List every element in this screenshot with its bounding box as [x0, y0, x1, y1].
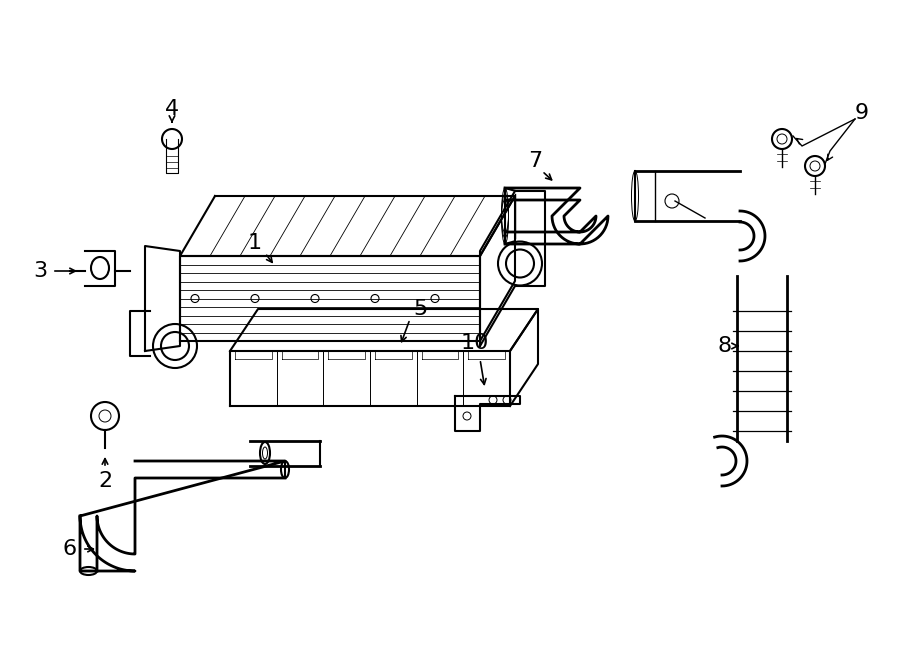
Text: 5: 5: [413, 299, 428, 319]
Text: 10: 10: [461, 333, 490, 353]
Text: 7: 7: [528, 151, 542, 171]
Text: 8: 8: [718, 336, 732, 356]
Text: 3: 3: [33, 261, 47, 281]
Text: 6: 6: [63, 539, 77, 559]
Text: 1: 1: [248, 233, 262, 253]
Text: 9: 9: [855, 103, 869, 123]
Text: 2: 2: [98, 471, 112, 491]
Text: 4: 4: [165, 99, 179, 119]
